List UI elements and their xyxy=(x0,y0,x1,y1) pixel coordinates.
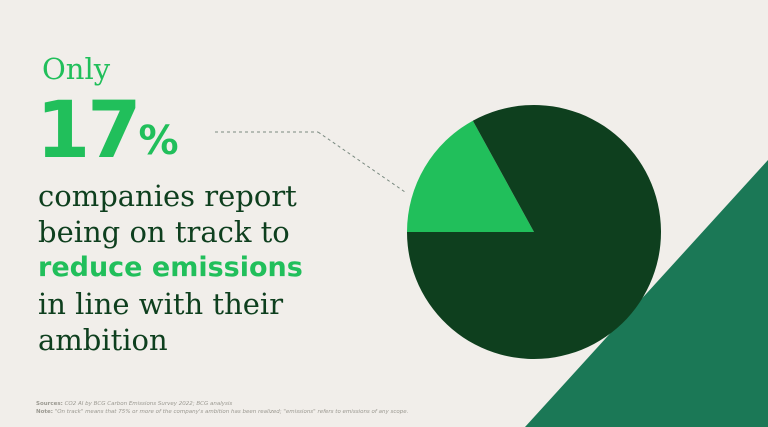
percent-sign: % xyxy=(138,118,179,164)
note-text: "On track" means that 75% or more of the… xyxy=(54,409,409,415)
body-line: in line with their xyxy=(38,287,284,321)
pie-chart xyxy=(407,104,661,359)
body-highlight: reduce emissions xyxy=(38,252,303,283)
decorative-triangle xyxy=(525,160,768,427)
body-line: being on track to xyxy=(38,215,290,249)
body-line: companies report xyxy=(38,179,297,213)
callout-leader-line-diagonal xyxy=(317,131,406,193)
pie-slice xyxy=(407,120,534,232)
sources-text: CO2 AI by BCG Carbon Emissions Survey 20… xyxy=(64,401,233,407)
footer: Sources: CO2 AI by BCG Carbon Emissions … xyxy=(36,400,408,416)
pie-slice xyxy=(407,104,661,359)
headline-prefix: Only xyxy=(42,52,111,86)
percent-value: 17 xyxy=(36,86,142,176)
body-line: ambition xyxy=(38,323,168,357)
headline-percent: 17% xyxy=(36,86,179,176)
sources-label: Sources: xyxy=(36,401,63,407)
headline-body: companies report being on track to reduc… xyxy=(38,178,303,358)
note-label: Note: xyxy=(36,409,53,415)
